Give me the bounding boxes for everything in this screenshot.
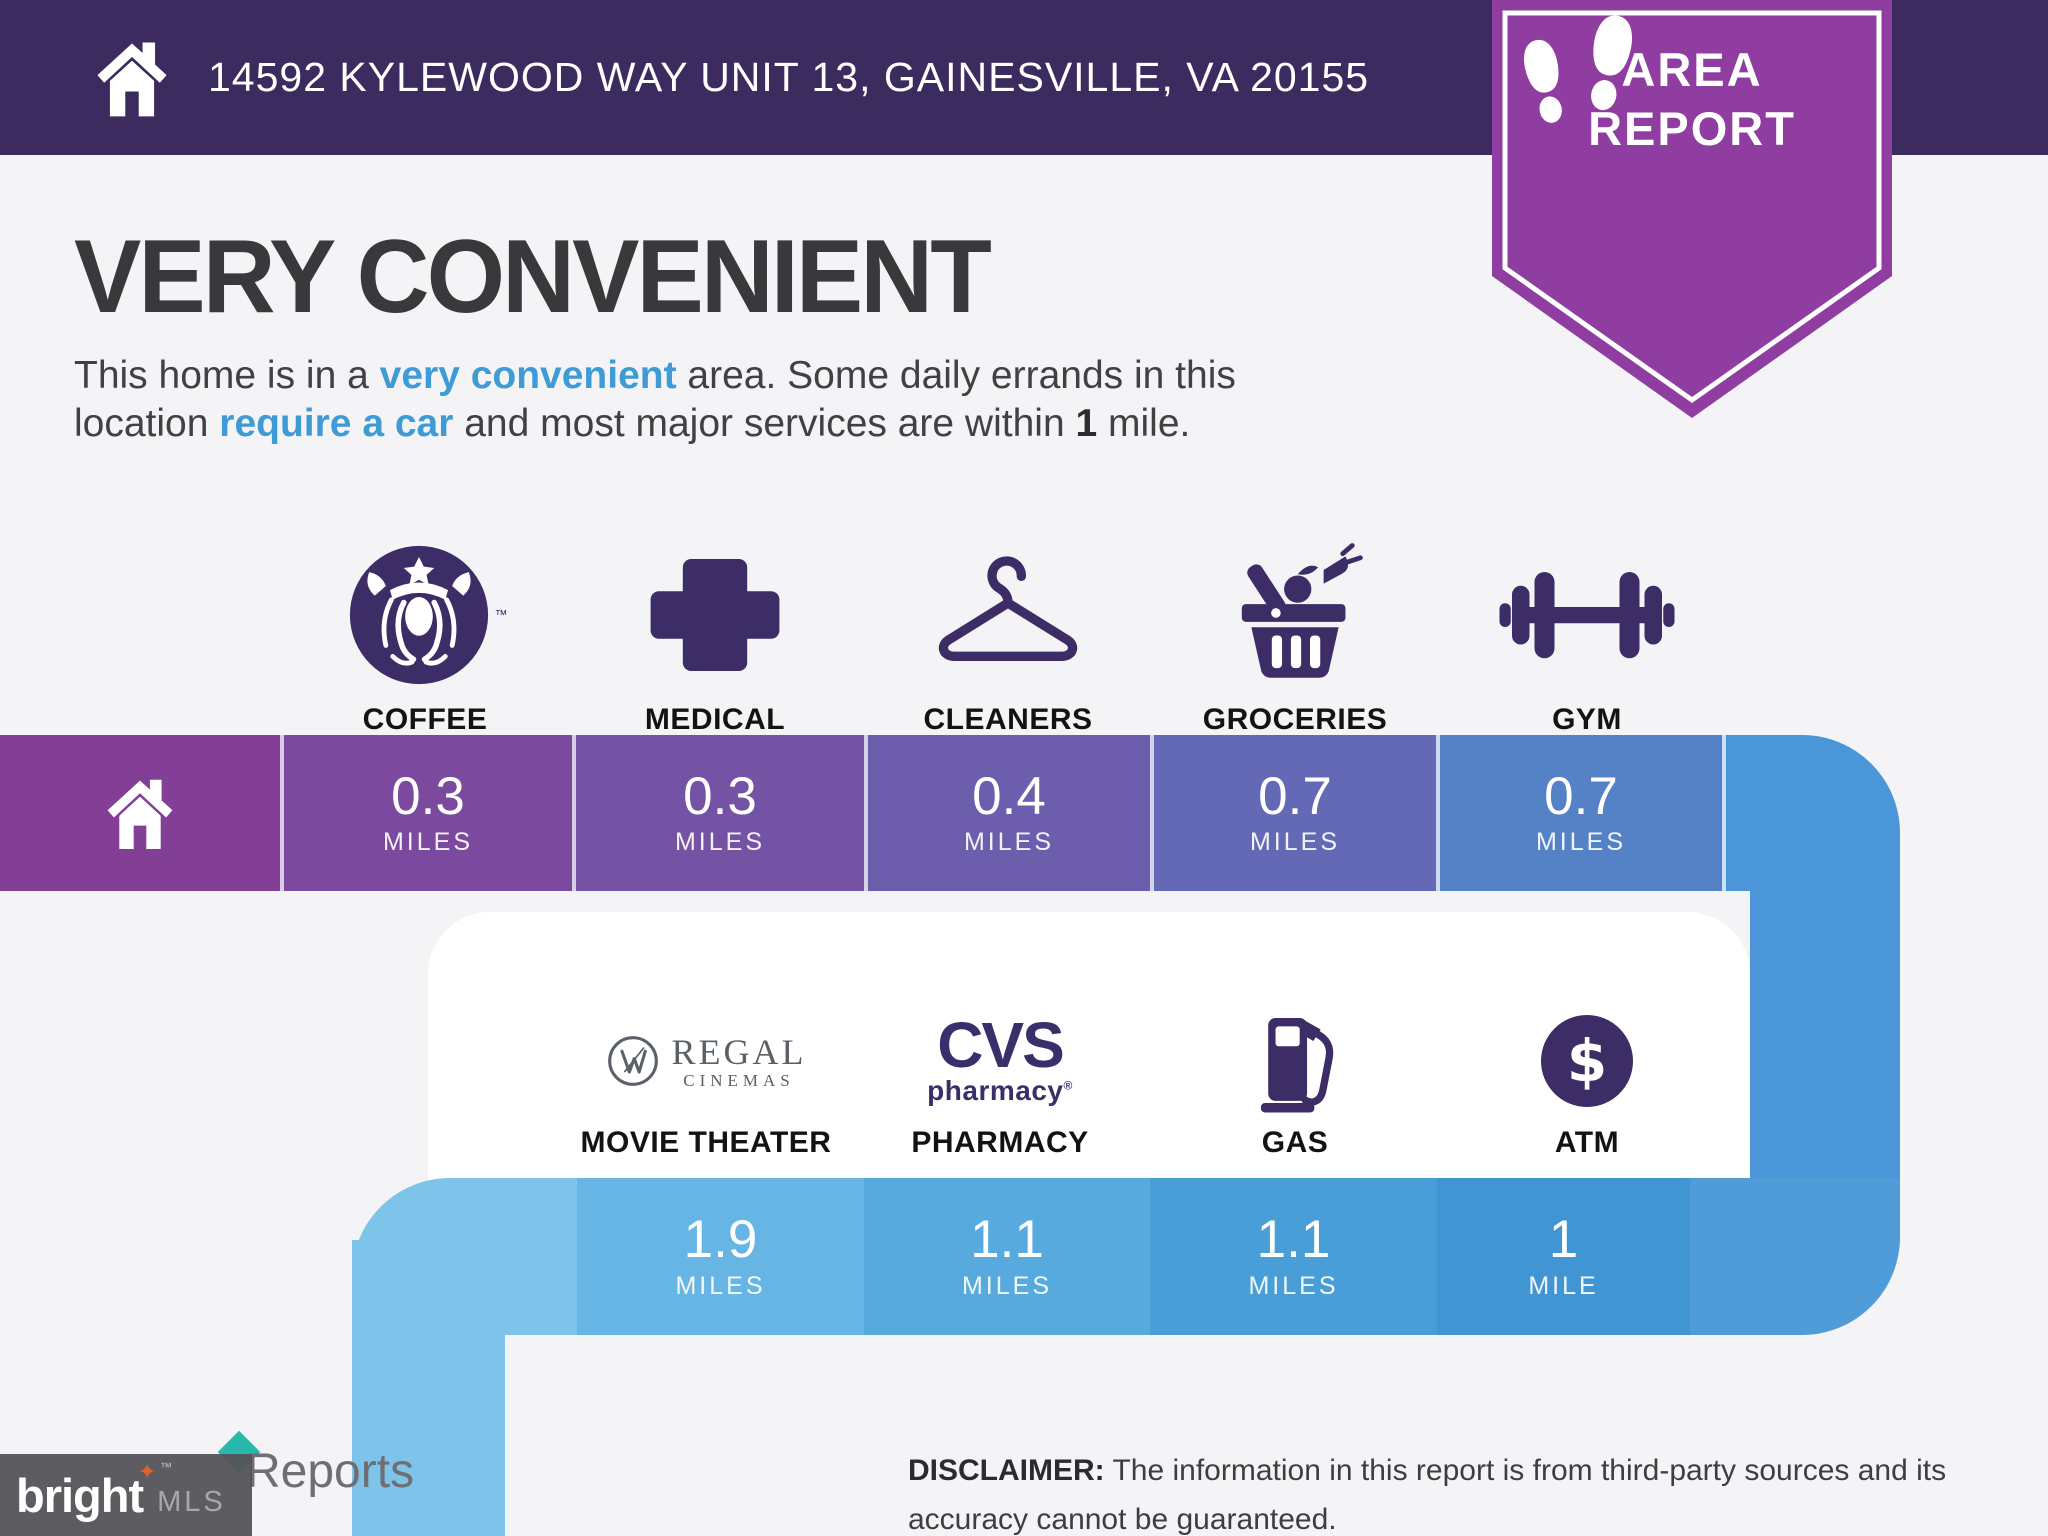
partial-reports-wordmark: Reports: [246, 1445, 415, 1498]
poi-movie-theater: REGAL CINEMAS MOVIE THEATER: [556, 1002, 856, 1160]
svg-text:$: $: [1567, 1027, 1607, 1095]
summary-line-1: This home is in a very convenient area. …: [74, 354, 1236, 397]
badge-ribbon-shape: [1492, 0, 1892, 418]
home-icon: [97, 42, 167, 117]
distance-segment-cleaners: 0.4 MILES: [864, 735, 1150, 891]
badge-title: AREA REPORT: [1588, 43, 1796, 155]
trademark-mark: ™: [160, 1460, 172, 1474]
distance-segment-groceries: 0.7 MILES: [1150, 735, 1436, 891]
poi-cleaners: CLEANERS: [858, 532, 1158, 737]
poi-label: GAS: [1261, 1126, 1329, 1159]
bright-mls-logo: bright ✦ ™ MLS: [0, 1454, 252, 1536]
home-segment: [0, 735, 280, 891]
registered-mark: ®: [1063, 1079, 1073, 1094]
area-report-badge: AREA REPORT: [1492, 0, 1892, 418]
poi-label: GYM: [1552, 703, 1622, 736]
poi-medical: MEDICAL: [565, 532, 865, 737]
bright-wordmark: bright: [16, 1468, 144, 1522]
path-corner-top-right: [1722, 735, 1900, 891]
poi-groceries: GROCERIES: [1145, 532, 1445, 737]
poi-label: MEDICAL: [644, 703, 786, 736]
poi-atm: $ ATM: [1437, 1002, 1737, 1160]
path-left-strip: [352, 1240, 505, 1536]
poi-label: ATM: [1554, 1126, 1620, 1159]
disclaimer-label: DISCLAIMER:: [908, 1454, 1105, 1487]
distance-segment-gym: 0.7 MILES: [1436, 735, 1722, 891]
poi-label: COFFEE: [362, 703, 488, 736]
page-title: VERY CONVENIENT: [74, 219, 992, 335]
distance-segment-atm: 1 MILE: [1437, 1178, 1690, 1335]
poi-label: PHARMACY: [911, 1126, 1089, 1159]
four-point-star-icon: ✦: [138, 1459, 157, 1484]
distance-segment-pharmacy: 1.1 MILES: [864, 1178, 1150, 1335]
accent-text: very convenient: [379, 354, 677, 397]
starbucks-siren-icon: [349, 545, 488, 684]
disclaimer: DISCLAIMER: The information in this repo…: [908, 1446, 2028, 1536]
distance-segment-coffee: 0.3 MILES: [280, 735, 572, 891]
property-address: 14592 KYLEWOOD WAY UNIT 13, GAINESVILLE,…: [208, 54, 1370, 100]
clothes-hanger-icon: [938, 555, 1078, 661]
summary-line-2: location require a car and most major se…: [74, 402, 1191, 445]
poi-gym: GYM: [1437, 532, 1737, 737]
trademark-mark: ™: [494, 607, 508, 622]
poi-label: MOVIE THEATER: [580, 1126, 832, 1159]
regal-cinemas-logo: REGAL CINEMAS: [606, 1031, 807, 1091]
dumbbell-icon: [1499, 572, 1675, 659]
path-corner-bottom-right: [1690, 1178, 1900, 1335]
dollar-sign-icon: $: [1541, 1015, 1633, 1107]
distance-segment-medical: 0.3 MILES: [572, 735, 864, 891]
disclaimer-line-1: DISCLAIMER: The information in this repo…: [908, 1454, 1947, 1487]
distance-segment-gas: 1.1 MILES: [1150, 1178, 1437, 1335]
disclaimer-line-2: accuracy cannot be guaranteed.: [908, 1503, 1337, 1536]
footprints-icon: [1524, 15, 1633, 123]
grocery-basket-icon: [1241, 542, 1363, 678]
cvs-pharmacy-logo: CVS pharmacy®: [927, 1008, 1073, 1107]
home-icon: [107, 779, 173, 849]
medical-cross-icon: [650, 558, 780, 671]
poi-label: GROCERIES: [1202, 703, 1388, 736]
poi-pharmacy: CVS pharmacy® PHARMACY: [850, 1002, 1150, 1160]
distance-segment-movie-theater: 1.9 MILES: [577, 1178, 864, 1335]
regal-crown-icon: [607, 1036, 658, 1086]
mls-wordmark: MLS: [157, 1485, 226, 1518]
poi-label: CLEANERS: [923, 703, 1093, 736]
gas-pump-icon: [1260, 1017, 1333, 1113]
accent-text: require a car: [219, 402, 454, 445]
poi-coffee: ™ COFFEE: [275, 532, 575, 737]
summary-paragraph: This home is in a very convenient area. …: [74, 352, 1236, 448]
poi-gas: GAS: [1145, 1002, 1445, 1160]
